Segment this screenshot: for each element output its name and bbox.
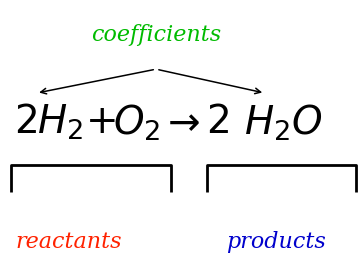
Text: $H_2O$: $H_2O$: [244, 102, 322, 143]
Text: $H_2$: $H_2$: [37, 103, 83, 142]
Text: $2$: $2$: [14, 104, 37, 141]
Text: $2$: $2$: [206, 104, 229, 141]
Text: coefficients: coefficients: [91, 24, 221, 46]
Text: products: products: [226, 231, 326, 253]
Text: $O_2$: $O_2$: [113, 102, 160, 143]
Text: reactants: reactants: [16, 231, 122, 253]
Text: $+$: $+$: [85, 104, 115, 141]
Text: $\rightarrow$: $\rightarrow$: [160, 104, 200, 141]
